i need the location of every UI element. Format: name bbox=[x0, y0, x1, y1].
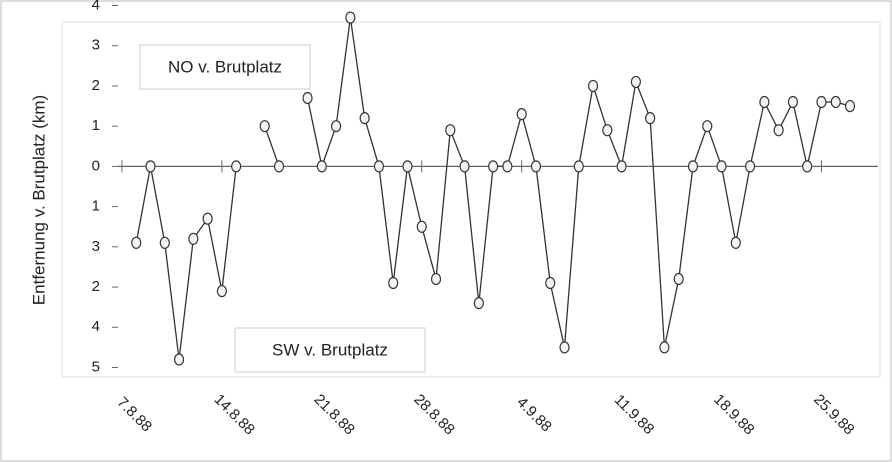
line bbox=[135, 166, 237, 360]
point bbox=[488, 160, 499, 173]
y-tick-label: 3 bbox=[92, 238, 100, 255]
point bbox=[630, 75, 641, 89]
y-tick-label: 4 bbox=[92, 0, 100, 13]
point bbox=[830, 95, 841, 109]
point bbox=[787, 95, 799, 109]
point bbox=[345, 11, 356, 24]
annotation-box bbox=[234, 327, 426, 373]
plot-area bbox=[61, 21, 881, 378]
point bbox=[516, 107, 527, 121]
point bbox=[659, 341, 670, 354]
y-tick-label: 5 bbox=[92, 358, 100, 375]
point bbox=[673, 272, 684, 286]
point bbox=[216, 284, 227, 298]
point bbox=[459, 160, 470, 173]
point bbox=[159, 236, 170, 249]
y-tick-label: 1 bbox=[92, 198, 100, 215]
point bbox=[131, 236, 142, 249]
point bbox=[430, 272, 442, 286]
point bbox=[687, 160, 699, 173]
point bbox=[759, 95, 770, 109]
point bbox=[502, 160, 513, 173]
y-axis-label: Entfernung v. Brutplatz (km) bbox=[29, 95, 48, 305]
y-tick-label: 3 bbox=[92, 37, 100, 54]
point bbox=[145, 160, 156, 173]
point bbox=[316, 160, 327, 173]
point bbox=[231, 160, 242, 173]
point bbox=[587, 79, 599, 93]
point bbox=[616, 160, 627, 173]
point bbox=[545, 276, 556, 290]
annotation-box bbox=[139, 44, 311, 90]
annotation: NO v. Brutplatz bbox=[168, 57, 282, 76]
point bbox=[445, 124, 456, 137]
point bbox=[559, 341, 570, 354]
point bbox=[744, 160, 756, 173]
point bbox=[702, 120, 713, 133]
point bbox=[602, 124, 613, 137]
point bbox=[302, 91, 313, 105]
annotation: SW v. Brutplatz bbox=[272, 340, 388, 359]
point bbox=[173, 353, 185, 366]
point bbox=[202, 212, 213, 225]
y-tick-label: 2 bbox=[92, 278, 100, 295]
point bbox=[330, 120, 342, 133]
point bbox=[773, 124, 784, 137]
y-tick-label: 0 bbox=[92, 157, 100, 174]
point bbox=[402, 160, 413, 173]
point bbox=[416, 220, 427, 233]
y-tick-label: 1 bbox=[92, 117, 100, 134]
point bbox=[573, 160, 584, 173]
point bbox=[844, 99, 856, 113]
point bbox=[388, 276, 399, 290]
point bbox=[802, 160, 813, 173]
point bbox=[730, 236, 741, 249]
point bbox=[473, 297, 484, 310]
point bbox=[359, 112, 370, 125]
y-tick-label: 2 bbox=[92, 77, 100, 94]
point bbox=[259, 120, 270, 133]
point bbox=[273, 160, 285, 173]
y-tick-label: 4 bbox=[92, 318, 100, 335]
point bbox=[188, 232, 199, 245]
point bbox=[816, 95, 827, 109]
point bbox=[373, 160, 385, 173]
point bbox=[645, 112, 656, 125]
point bbox=[530, 160, 542, 173]
line bbox=[264, 125, 280, 167]
point bbox=[716, 160, 727, 173]
